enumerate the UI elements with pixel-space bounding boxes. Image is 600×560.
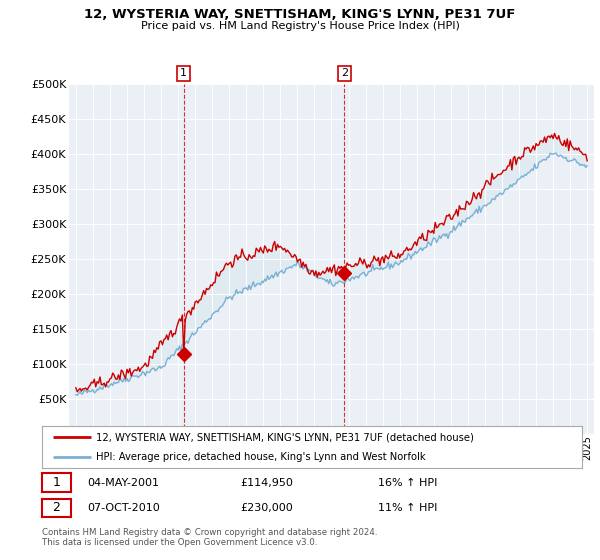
Text: 2: 2 <box>341 68 348 78</box>
Text: Contains HM Land Registry data © Crown copyright and database right 2024.
This d: Contains HM Land Registry data © Crown c… <box>42 528 377 547</box>
Text: £114,950: £114,950 <box>240 478 293 488</box>
Text: 12, WYSTERIA WAY, SNETTISHAM, KING'S LYNN, PE31 7UF (detached house): 12, WYSTERIA WAY, SNETTISHAM, KING'S LYN… <box>96 432 474 442</box>
Text: 11% ↑ HPI: 11% ↑ HPI <box>378 503 437 513</box>
Text: 1: 1 <box>52 476 61 489</box>
Text: 07-OCT-2010: 07-OCT-2010 <box>87 503 160 513</box>
Text: 04-MAY-2001: 04-MAY-2001 <box>87 478 159 488</box>
Text: Price paid vs. HM Land Registry's House Price Index (HPI): Price paid vs. HM Land Registry's House … <box>140 21 460 31</box>
Text: 2: 2 <box>52 501 61 515</box>
Text: 12, WYSTERIA WAY, SNETTISHAM, KING'S LYNN, PE31 7UF: 12, WYSTERIA WAY, SNETTISHAM, KING'S LYN… <box>85 8 515 21</box>
Text: HPI: Average price, detached house, King's Lynn and West Norfolk: HPI: Average price, detached house, King… <box>96 452 425 462</box>
Text: £230,000: £230,000 <box>240 503 293 513</box>
Text: 1: 1 <box>180 68 187 78</box>
Text: 16% ↑ HPI: 16% ↑ HPI <box>378 478 437 488</box>
